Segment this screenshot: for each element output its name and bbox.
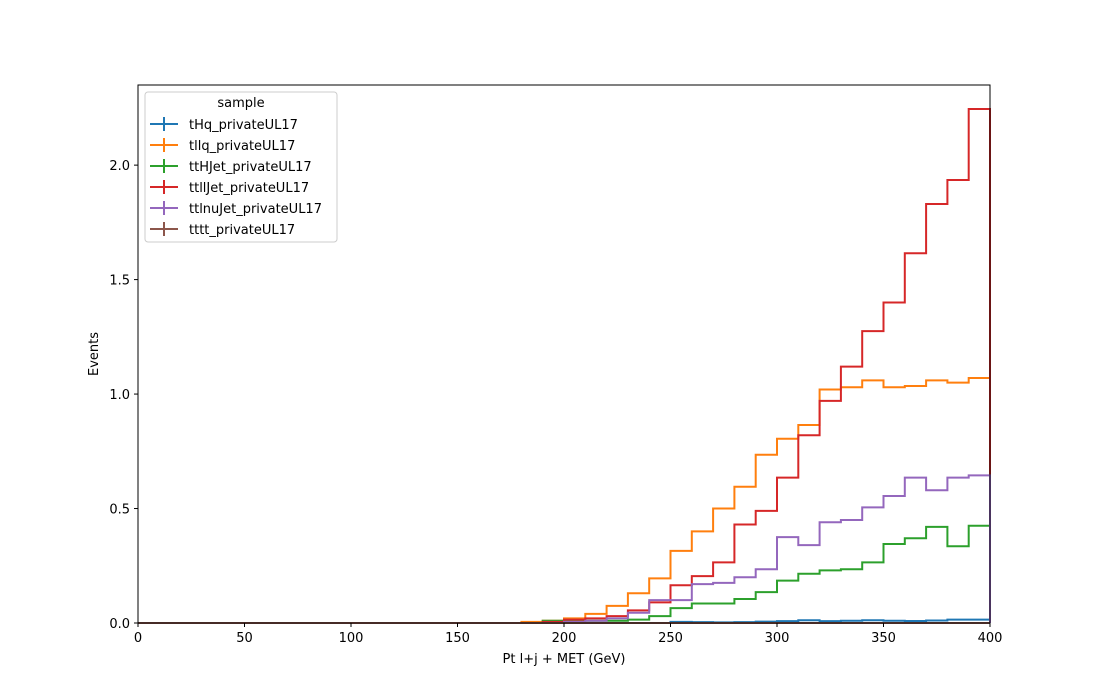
x-tick-label: 50 — [236, 631, 253, 646]
y-axis-label: Events — [87, 332, 102, 376]
legend-entries: tHq_privateUL17 tllq_privateUL17 ttHJet_pr… — [150, 117, 322, 238]
x-tick-label: 350 — [871, 631, 896, 646]
legend-label: ttHJet_privateUL17 — [189, 160, 312, 175]
y-tick-label: 0.0 — [109, 617, 130, 632]
legend-label: ttllJet_privateUL17 — [189, 181, 309, 196]
series-line-1 — [138, 377, 991, 624]
series-line-2 — [138, 524, 991, 624]
x-axis-label: Pt l+j + MET (GeV) — [503, 652, 626, 667]
legend-label: tllq_privateUL17 — [189, 139, 295, 154]
legend-label: tttt_privateUL17 — [189, 223, 295, 238]
x-tick-label: 300 — [765, 631, 790, 646]
legend-label: ttlnuJet_privateUL17 — [189, 202, 322, 217]
x-tick-label: 250 — [658, 631, 683, 646]
x-tick-label: 100 — [339, 631, 364, 646]
legend-title: sample — [217, 96, 264, 111]
legend-frame — [144, 91, 338, 243]
series-line-4 — [138, 474, 991, 624]
y-tick-label: 1.5 — [109, 274, 130, 289]
x-tick-label: 150 — [445, 631, 470, 646]
y-tick-label: 2.0 — [109, 159, 130, 174]
legend: sample tHq_privateUL17 tllq_privateUL17tt… — [144, 91, 338, 243]
legend-label: tHq_privateUL17 — [189, 118, 298, 133]
x-tick-label: 0 — [134, 631, 142, 646]
x-tick-label: 400 — [978, 631, 1003, 646]
x-tick-label: 200 — [552, 631, 577, 646]
x-axis: 0 50 100 150 200 250 300 350 400 — [134, 623, 1003, 646]
y-tick-label: 0.5 — [109, 503, 130, 518]
y-axis: 0.0 0.5 1.0 1.5 2.0 — [109, 159, 138, 632]
y-tick-label: 1.0 — [109, 388, 130, 403]
